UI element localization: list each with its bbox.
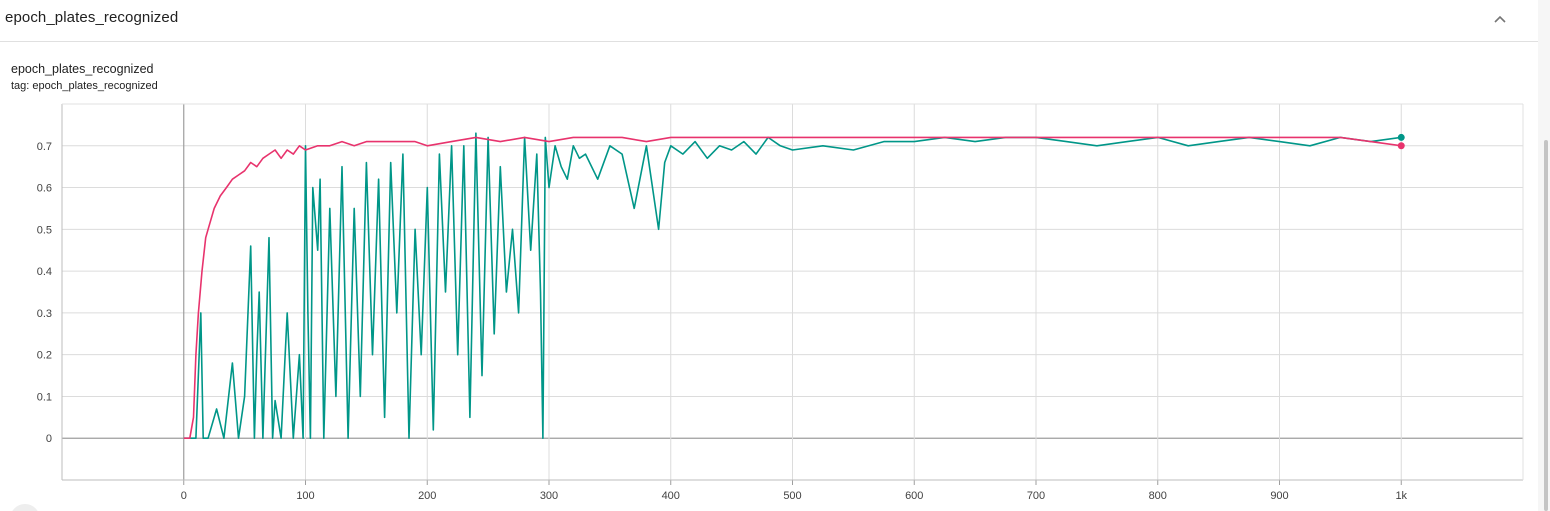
y-tick-label: 0.5 bbox=[37, 224, 52, 236]
x-tick-label: 600 bbox=[905, 490, 923, 502]
y-tick-label: 0.7 bbox=[37, 141, 52, 153]
settings-fab[interactable] bbox=[10, 504, 40, 511]
scrollbar[interactable] bbox=[1538, 0, 1550, 511]
x-tick-label: 200 bbox=[418, 490, 436, 502]
y-tick-label: 0.6 bbox=[37, 183, 52, 195]
y-tick-label: 0.3 bbox=[37, 308, 52, 320]
x-tick-label: 1k bbox=[1395, 490, 1407, 502]
scrollbar-thumb[interactable] bbox=[1544, 140, 1548, 511]
x-tick-label: 900 bbox=[1270, 490, 1288, 502]
collapse-button[interactable] bbox=[1490, 10, 1510, 30]
y-tick-label: 0.1 bbox=[37, 391, 52, 403]
y-tick-label: 0.4 bbox=[37, 266, 52, 278]
card-header: epoch_plates_recognized bbox=[0, 0, 1538, 42]
x-tick-label: 800 bbox=[1149, 490, 1167, 502]
series-line-1 bbox=[183, 132, 1402, 440]
y-tick-label: 0 bbox=[46, 433, 52, 445]
series-line-2 bbox=[183, 136, 1402, 440]
x-tick-label: 100 bbox=[296, 490, 314, 502]
series-end-point-2 bbox=[1397, 142, 1405, 150]
x-tick-label: 0 bbox=[181, 490, 187, 502]
axis-layer bbox=[61, 103, 1524, 485]
x-tick-label: 300 bbox=[540, 490, 558, 502]
series-layer bbox=[183, 132, 1405, 440]
chart-tag: tag: epoch_plates_recognized bbox=[11, 80, 158, 92]
card-title: epoch_plates_recognized bbox=[5, 9, 179, 26]
y-tick-label: 0.2 bbox=[37, 350, 52, 362]
tick-label-layer: 0 0.1 0.2 0.3 0.4 0.5 0.6 0.7 0 100 200 300 400 500 60… bbox=[37, 141, 1408, 502]
x-tick-label: 500 bbox=[783, 490, 801, 502]
x-tick-label: 400 bbox=[662, 490, 680, 502]
x-tick-label: 700 bbox=[1027, 490, 1045, 502]
series-end-point-1 bbox=[1397, 133, 1405, 141]
chart-title: epoch_plates_recognized bbox=[11, 62, 154, 76]
chevron-up-icon bbox=[1494, 15, 1506, 23]
